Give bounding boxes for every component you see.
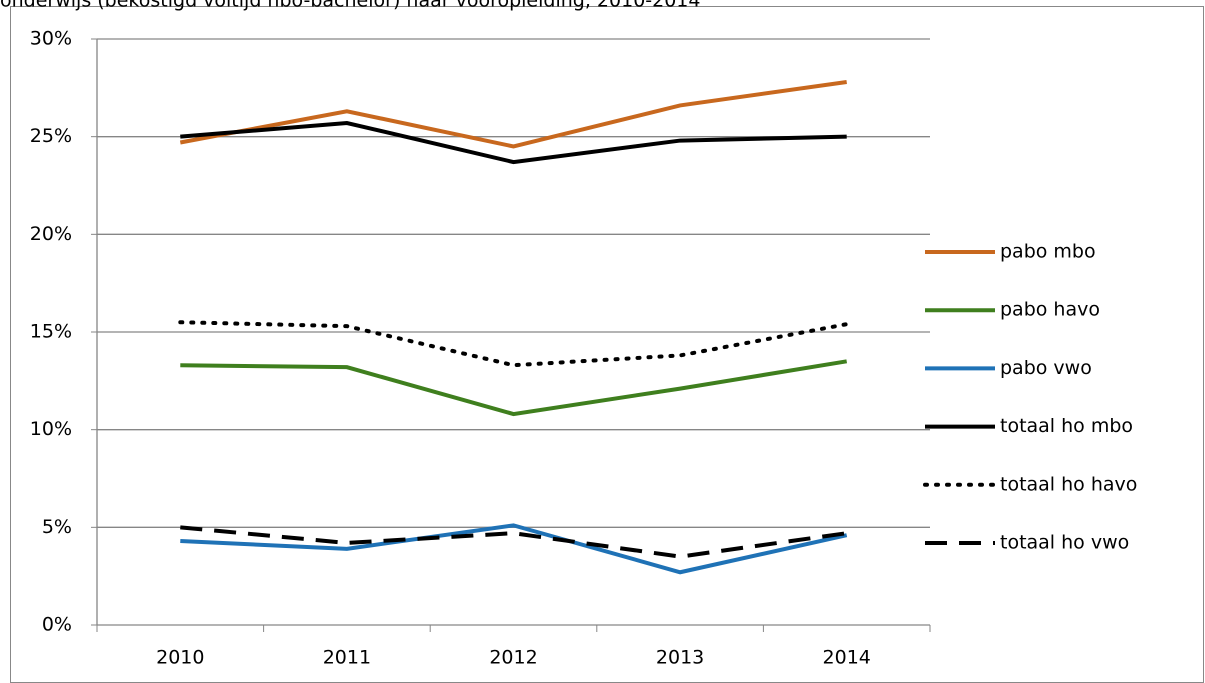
series-line bbox=[179, 79, 847, 149]
chart-title: onderwijs (bekostigd voltijd hbo-bachelo… bbox=[0, 0, 701, 12]
chart-frame bbox=[10, 6, 1204, 683]
x-tick-label: 2011 bbox=[323, 647, 371, 669]
y-tick-label: 25% bbox=[30, 125, 72, 147]
series-line bbox=[178, 320, 849, 368]
legend-label: totaal ho havo bbox=[1000, 473, 1137, 495]
x-tick-label: 2012 bbox=[489, 647, 537, 669]
y-tick-label: 0% bbox=[42, 614, 72, 636]
legend-label: pabo mbo bbox=[1000, 241, 1096, 263]
y-tick-label: 20% bbox=[30, 223, 72, 245]
legend-label: pabo havo bbox=[1000, 299, 1100, 321]
y-tick-label: 5% bbox=[42, 516, 72, 538]
y-tick-label: 15% bbox=[30, 321, 72, 343]
x-tick-label: 2013 bbox=[656, 647, 704, 669]
y-tick-label: 30% bbox=[30, 28, 72, 50]
legend-label: totaal ho mbo bbox=[1000, 415, 1133, 437]
series-line bbox=[180, 120, 847, 165]
y-tick-label: 10% bbox=[30, 418, 72, 440]
x-tick-label: 2014 bbox=[823, 647, 871, 669]
x-tick-label: 2010 bbox=[156, 647, 204, 669]
series-line bbox=[180, 359, 848, 417]
series-line bbox=[180, 525, 847, 559]
series-line bbox=[180, 523, 848, 575]
legend-label: pabo vwo bbox=[1000, 357, 1092, 379]
legend-label: totaal ho vwo bbox=[1000, 532, 1129, 554]
